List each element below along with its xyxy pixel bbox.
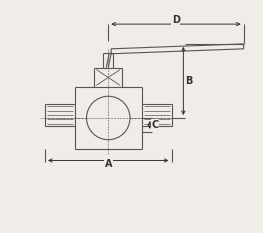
Text: D: D (172, 15, 180, 25)
Text: A: A (104, 159, 112, 169)
Text: B: B (185, 76, 192, 86)
Text: C: C (151, 120, 158, 130)
